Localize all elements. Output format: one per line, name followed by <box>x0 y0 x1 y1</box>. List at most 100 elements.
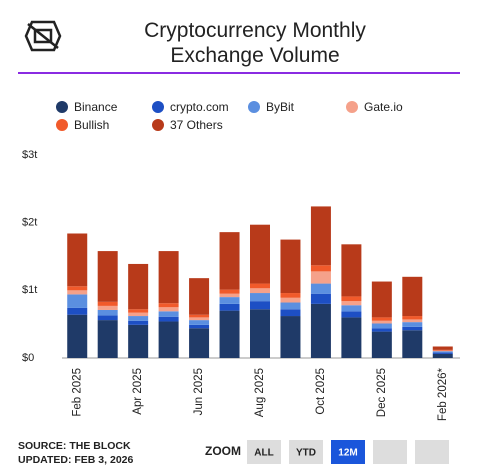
bar-segment <box>341 296 362 302</box>
y-tick-label: $0 <box>22 352 34 364</box>
legend-label: Gate.io <box>364 100 403 114</box>
bar-segment <box>158 321 179 358</box>
bar-segment <box>97 309 118 316</box>
bar-segment <box>280 316 301 358</box>
bar-segment <box>128 263 149 310</box>
zoom-button-label[interactable]: 12M <box>338 448 357 459</box>
bar-segment <box>250 224 270 284</box>
bar-segment <box>189 317 210 321</box>
bar-segment <box>310 303 331 358</box>
bar-segment <box>158 251 179 304</box>
legend-label: crypto.com <box>170 100 229 114</box>
legend-marker <box>346 101 358 113</box>
bar-segment <box>219 297 240 304</box>
legend-label: 37 Others <box>170 118 223 132</box>
bar-segment <box>371 281 392 318</box>
zoom-button-empty[interactable] <box>373 440 407 464</box>
bar-segment <box>310 265 331 272</box>
bar-segment <box>341 317 362 358</box>
bar-segment <box>97 305 118 310</box>
bar-segment <box>158 303 179 308</box>
x-tick-label: Oct 2025 <box>315 368 327 415</box>
bar-segment <box>67 314 88 358</box>
bar-segment <box>219 289 240 294</box>
bar-segment <box>189 278 210 315</box>
bar-segment <box>158 311 179 317</box>
x-tick-label: Feb 2026* <box>437 367 449 421</box>
bar-segment <box>402 316 423 320</box>
zoom-button[interactable] <box>247 440 281 464</box>
x-tick-label: Apr 2025 <box>132 368 144 415</box>
y-tick-label: $3t <box>22 149 37 161</box>
legend-label: ByBit <box>266 100 295 114</box>
bar-segment <box>128 316 149 321</box>
bar-segment <box>219 303 240 311</box>
bar-segment <box>432 353 453 358</box>
bar-segment <box>371 320 392 324</box>
bar-segment <box>67 233 88 287</box>
zoom-button-empty[interactable] <box>415 440 449 464</box>
bar-segment <box>128 320 149 325</box>
bar-segment <box>341 305 362 312</box>
bar-segment <box>67 286 88 291</box>
bar-segment <box>402 319 423 323</box>
bar-segment <box>432 346 453 350</box>
x-tick-label: Jun 2025 <box>193 368 205 415</box>
bar-segment <box>402 322 423 327</box>
bar-segment <box>371 328 392 332</box>
bar-segment <box>402 330 423 358</box>
zoom-button[interactable] <box>289 440 323 464</box>
bar-segment <box>97 301 118 306</box>
bar-segment <box>250 293 270 302</box>
zoom-button[interactable] <box>331 440 365 464</box>
bar-segment <box>280 302 301 310</box>
bar-segment <box>158 316 179 322</box>
bar-segment <box>250 288 270 294</box>
bar-segment <box>341 311 362 318</box>
bar-segment <box>67 290 88 295</box>
bar-segment <box>219 232 240 290</box>
bar-segment <box>67 294 88 308</box>
bar-segment <box>310 293 331 304</box>
bar-segment <box>280 239 301 294</box>
bar-segment <box>371 317 392 321</box>
bar-segment <box>432 352 453 354</box>
bar-segment <box>250 301 270 310</box>
updated: UPDATED: FEB 3, 2026 <box>18 454 133 466</box>
zoom-button-label[interactable]: ALL <box>254 448 273 459</box>
bar-segment <box>67 307 88 315</box>
bar-segment <box>250 283 270 289</box>
zoom-button-label[interactable]: YTD <box>296 448 316 459</box>
bar-segment <box>250 309 270 358</box>
bar-segment <box>128 312 149 317</box>
bar-segment <box>158 307 179 312</box>
legend-label: Binance <box>74 100 118 114</box>
x-tick-label: Feb 2025 <box>71 368 83 417</box>
bar-segment <box>341 301 362 306</box>
bar-segment <box>97 315 118 321</box>
bar-segment <box>280 297 301 303</box>
zoom-label: ZOOM <box>205 444 241 458</box>
source: SOURCE: THE BLOCK <box>18 440 131 452</box>
legend-marker <box>56 119 68 131</box>
bar-segment <box>432 350 453 352</box>
bar-segment <box>219 293 240 298</box>
bar-segment <box>128 324 149 358</box>
y-tick-label: $2t <box>22 217 37 229</box>
bar-segment <box>189 320 210 325</box>
bar-segment <box>310 271 331 284</box>
legend-marker <box>56 101 68 113</box>
bar-segment <box>97 320 118 358</box>
legend-marker <box>152 119 164 131</box>
x-tick-label: Aug 2025 <box>254 368 266 417</box>
bar-segment <box>128 309 149 313</box>
bar-segment <box>402 326 423 331</box>
bar-segment <box>310 206 331 266</box>
bar-segment <box>97 251 118 302</box>
bar-segment <box>280 293 301 298</box>
bar-segment <box>432 351 453 353</box>
bar-segment <box>280 309 301 317</box>
bar-segment <box>341 244 362 297</box>
